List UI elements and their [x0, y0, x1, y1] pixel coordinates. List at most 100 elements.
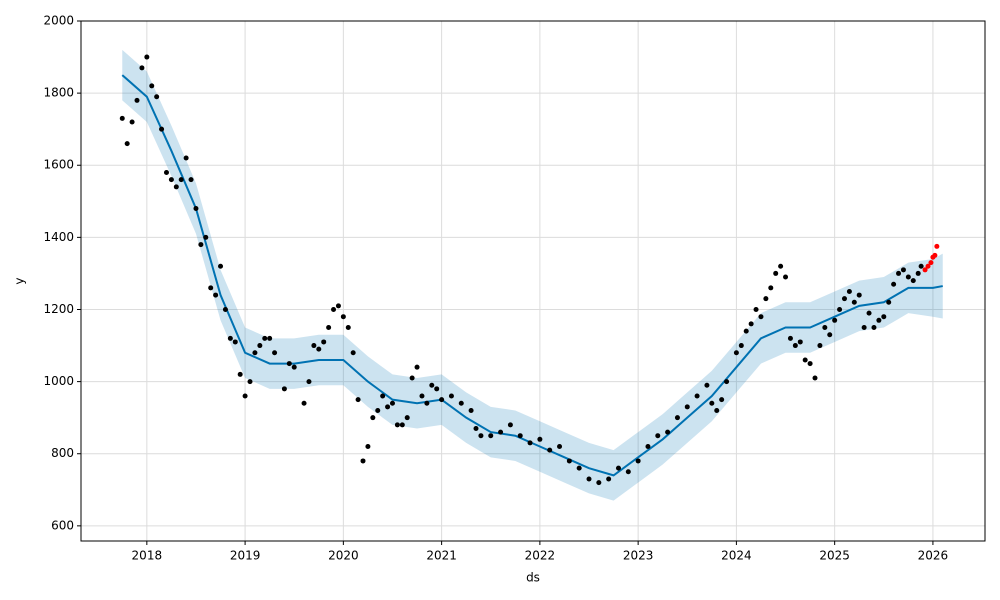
- data-point: [733, 350, 739, 356]
- data-point: [886, 299, 892, 305]
- data-point: [321, 339, 327, 345]
- y-tick-label: 1800: [43, 86, 74, 100]
- data-point: [635, 458, 641, 464]
- data-point: [547, 447, 553, 453]
- x-tick-label: 2025: [819, 549, 850, 563]
- data-point: [218, 263, 224, 269]
- x-tick-label: 2022: [525, 549, 556, 563]
- data-point: [267, 335, 273, 341]
- data-point: [797, 339, 803, 345]
- data-point: [753, 306, 759, 312]
- data-point: [822, 325, 828, 331]
- data-point: [434, 386, 440, 392]
- data-point: [674, 415, 680, 421]
- data-point: [159, 126, 165, 132]
- data-point: [517, 433, 523, 439]
- data-point: [576, 465, 582, 471]
- data-point: [119, 115, 125, 121]
- data-point: [743, 328, 749, 334]
- data-point: [768, 285, 774, 291]
- data-point: [375, 407, 381, 413]
- data-point: [316, 346, 322, 352]
- data-point: [345, 325, 351, 331]
- data-point: [615, 465, 621, 471]
- data-point: [934, 243, 940, 249]
- data-point: [208, 285, 214, 291]
- data-point: [448, 393, 454, 399]
- y-axis-label: y: [13, 277, 27, 284]
- data-point: [350, 350, 356, 356]
- data-point: [748, 321, 754, 327]
- data-point: [645, 444, 651, 450]
- data-point: [905, 274, 911, 280]
- y-tick-label: 1400: [43, 230, 74, 244]
- data-point: [925, 263, 931, 269]
- data-point: [918, 263, 924, 269]
- data-point: [203, 234, 209, 240]
- data-point: [714, 407, 720, 413]
- data-point: [802, 357, 808, 363]
- data-point: [881, 314, 887, 320]
- data-point: [188, 177, 194, 183]
- data-point: [262, 335, 268, 341]
- data-point: [389, 400, 395, 406]
- data-point: [851, 299, 857, 305]
- data-point: [827, 332, 833, 338]
- data-point: [326, 325, 332, 331]
- data-point: [537, 436, 543, 442]
- data-point: [232, 339, 238, 345]
- data-point: [340, 314, 346, 320]
- x-tick-label: 2020: [328, 549, 359, 563]
- data-point: [922, 267, 928, 273]
- data-point: [129, 119, 135, 125]
- data-point: [704, 382, 710, 388]
- y-tick-label: 600: [51, 518, 74, 532]
- data-point: [724, 379, 730, 385]
- data-point: [419, 393, 425, 399]
- y-tick-label: 1600: [43, 158, 74, 172]
- x-tick-label: 2024: [721, 549, 752, 563]
- data-point: [787, 335, 793, 341]
- data-point: [557, 444, 563, 450]
- data-point: [498, 429, 504, 435]
- data-point: [488, 433, 494, 439]
- data-point: [458, 400, 464, 406]
- data-point: [896, 270, 902, 276]
- data-point: [163, 169, 169, 175]
- y-tick-label: 800: [51, 446, 74, 460]
- data-point: [846, 288, 852, 294]
- data-point: [932, 252, 938, 258]
- data-point: [394, 422, 400, 428]
- data-point: [758, 314, 764, 320]
- data-point: [144, 54, 150, 60]
- y-tick-label: 1000: [43, 374, 74, 388]
- data-point: [291, 364, 297, 370]
- data-point: [281, 386, 287, 392]
- data-point: [227, 335, 233, 341]
- data-point: [414, 364, 420, 370]
- data-point: [360, 458, 366, 464]
- data-point: [832, 317, 838, 323]
- data-point: [738, 343, 744, 349]
- data-point: [173, 184, 179, 190]
- x-tick-label: 2019: [230, 549, 261, 563]
- y-tick-label: 2000: [43, 14, 74, 28]
- data-point: [596, 480, 602, 486]
- data-point: [149, 83, 155, 89]
- data-point: [900, 267, 906, 273]
- data-point: [586, 476, 592, 482]
- data-point: [719, 397, 725, 403]
- data-point: [301, 400, 307, 406]
- data-point: [866, 310, 872, 316]
- data-point: [193, 206, 199, 212]
- data-point: [665, 429, 671, 435]
- data-point: [385, 404, 391, 410]
- forecast-line: [121, 74, 943, 477]
- data-point: [694, 393, 700, 399]
- data-point: [335, 303, 341, 309]
- y-tick-label: 1200: [43, 302, 74, 316]
- data-point: [331, 306, 337, 312]
- data-point: [311, 343, 317, 349]
- data-point: [237, 371, 243, 377]
